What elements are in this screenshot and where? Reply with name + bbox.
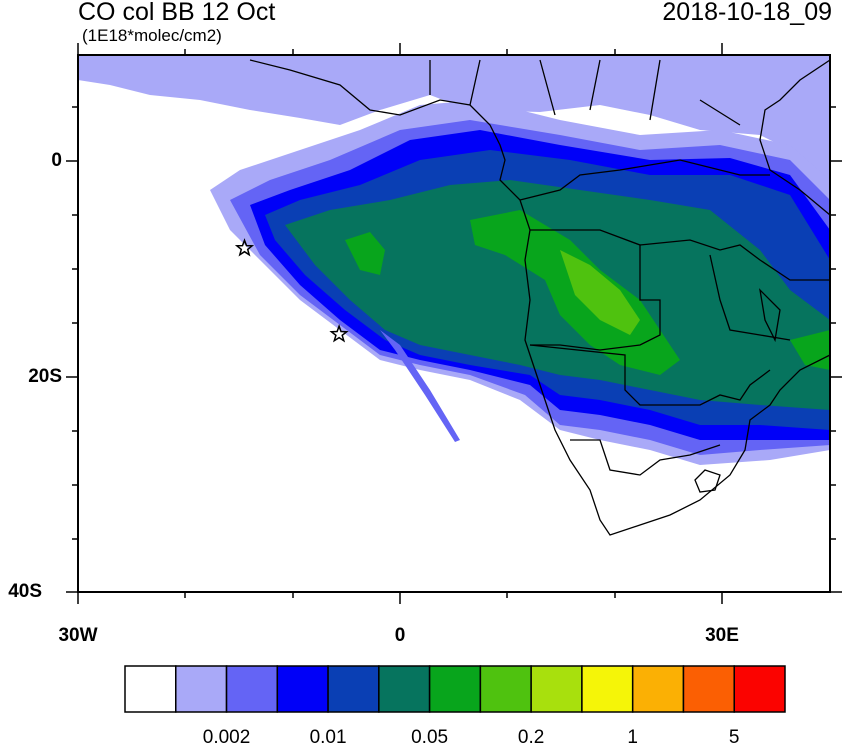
markers-layer (234, 238, 349, 343)
lon-label-30w: 30W (58, 625, 98, 646)
colorbar-swatch (124, 665, 177, 713)
colorbar-swatch (225, 665, 279, 713)
star-2-marker (329, 324, 349, 343)
co-plume (380, 330, 460, 442)
colorbar-swatch (631, 665, 685, 713)
co-field (78, 55, 830, 465)
map-units: (1E18*molec/cm2) (82, 26, 222, 45)
colorbar-swatch (428, 665, 482, 713)
map-title: CO col BB 12 Oct (78, 0, 276, 26)
colorbar-swatch (733, 665, 786, 713)
lon-label-30e: 30E (705, 625, 739, 646)
lat-label-20s: 20S (28, 366, 62, 387)
colorbar-swatch (479, 665, 532, 713)
colorbar-swatch (175, 665, 228, 713)
colorbar-swatch (530, 665, 583, 713)
coastlines (249, 59, 830, 536)
colorbar (124, 665, 786, 713)
colorbar-label: 0.002 (202, 727, 251, 748)
colorbar-label: 0.2 (517, 727, 545, 748)
lon-label-0: 0 (394, 625, 406, 646)
co-band-02 (560, 250, 640, 335)
lat-label-40s: 40S (8, 581, 42, 602)
colorbar-swatch (378, 665, 431, 713)
colorbar-label: 5 (728, 727, 740, 748)
colorbar-swatch (327, 665, 380, 713)
lat-label-0: 0 (51, 150, 62, 171)
star-1-marker (234, 238, 255, 257)
axis-ticks (66, 43, 842, 604)
colorbar-label: 1 (627, 727, 638, 748)
colorbar-swatch (581, 665, 634, 713)
co-band-0002 (78, 55, 830, 210)
colorbar-swatch (682, 665, 735, 713)
colorbar-label: 0.01 (309, 727, 347, 748)
colorbar-swatch (276, 665, 329, 713)
map-datetime: 2018-10-18_09 (662, 0, 832, 26)
co-band-01a (345, 232, 385, 275)
colorbar-label: 0.05 (411, 727, 449, 748)
